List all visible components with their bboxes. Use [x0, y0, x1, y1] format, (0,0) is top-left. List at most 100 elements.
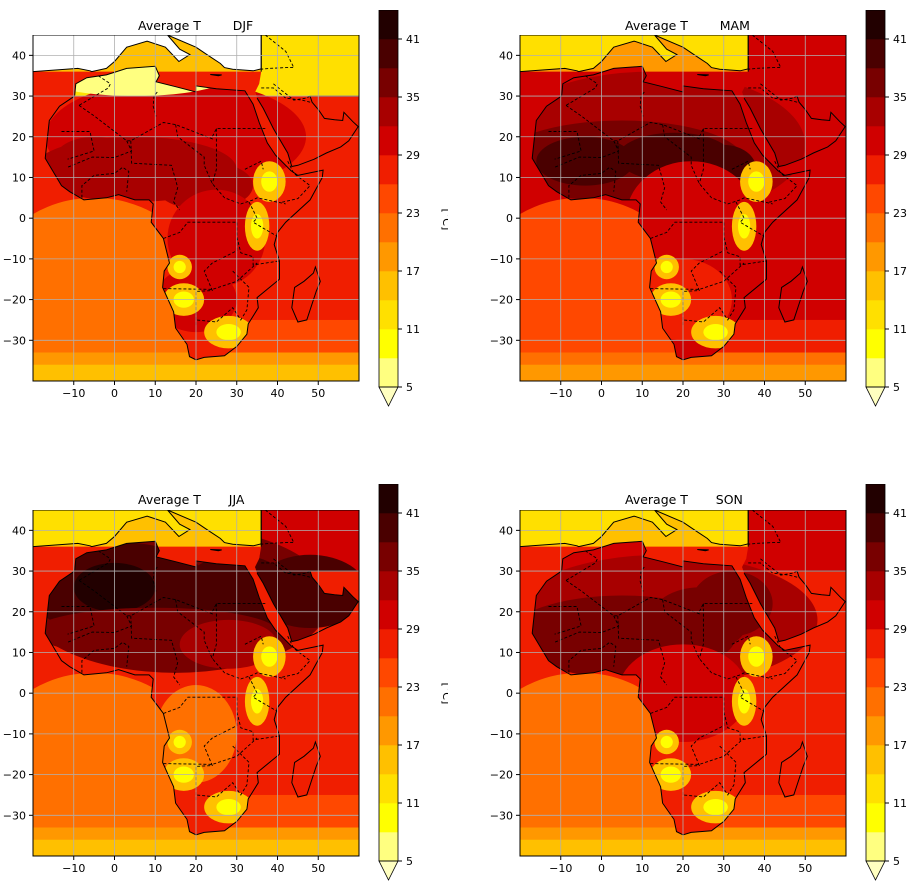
colorbar-band [866, 97, 885, 127]
x-tick-label: 30 [717, 387, 731, 400]
colorbar-extend-arrow [378, 860, 399, 881]
colorbar-band [866, 600, 885, 630]
y-tick-label: 20 [499, 606, 513, 619]
y-tick-label: 10 [12, 171, 26, 184]
x-tick-label: 30 [717, 862, 731, 875]
temperature-contour [53, 136, 135, 186]
y-tick-label: 10 [499, 171, 513, 184]
country-border [650, 221, 725, 326]
y-tick-label: 0 [506, 687, 513, 700]
country-border [748, 35, 782, 70]
colorbar-tick-label: 41 [406, 507, 420, 520]
colorbar-tick-label: 35 [893, 91, 907, 104]
temperature-contour [167, 189, 266, 288]
colorbar-band [379, 300, 398, 330]
colorbar-tick-label: 5 [406, 381, 413, 394]
country-border [682, 745, 737, 798]
country-border [163, 737, 258, 765]
x-tick-label: 20 [676, 862, 690, 875]
x-tick-label: 30 [230, 387, 244, 400]
y-tick-label: 20 [12, 131, 26, 144]
colorbar-band [866, 629, 885, 659]
y-tick-label: −10 [490, 728, 513, 741]
country-border [568, 641, 617, 673]
map-panel-son: −10 0 10 20 30 40 50 40 30 20 10 0 −10 −20 −30 [490, 510, 847, 875]
colorbar-band [379, 184, 398, 214]
x-tick-label: 10 [635, 387, 649, 400]
colorbar-tick-label: 5 [893, 381, 900, 394]
y-tick-label: −20 [3, 769, 26, 782]
country-border [163, 221, 238, 326]
colorbar-band [866, 716, 885, 746]
y-tick-label: 30 [12, 565, 26, 578]
country-border [548, 606, 582, 635]
africa-coastline [531, 540, 811, 836]
country-border [261, 87, 311, 103]
africa-coastline [44, 65, 324, 361]
colorbar-band [379, 745, 398, 775]
colorbar-band [379, 629, 398, 659]
colorbar-band [866, 329, 885, 359]
colorbar-band [866, 513, 885, 543]
colorbar-band [379, 832, 398, 862]
colorbar-unit-label: [°C] [440, 683, 448, 705]
colorbar-tick-label: 23 [406, 207, 420, 220]
y-tick-label: −10 [3, 253, 26, 266]
country-border [554, 140, 620, 168]
colorbar-band [379, 803, 398, 833]
y-tick-label: −20 [490, 294, 513, 307]
country-border [650, 262, 745, 290]
colorbar-tick-label: 17 [406, 739, 420, 752]
x-tick-label: 40 [758, 862, 772, 875]
colorbar-band [379, 513, 398, 543]
country-border [261, 35, 295, 70]
colorbar-band [866, 184, 885, 214]
country-border [682, 270, 737, 323]
country-border [175, 599, 286, 680]
country-border [768, 635, 798, 678]
africa-coastline [531, 65, 811, 361]
colorbar-band [866, 658, 885, 688]
colorbar-tick-label: 5 [406, 855, 413, 868]
colorbar-band [379, 484, 398, 514]
country-border [78, 550, 111, 581]
country-border [195, 270, 250, 323]
colorbar-band [379, 358, 398, 388]
country-border [548, 131, 582, 160]
x-tick-label: 50 [311, 862, 325, 875]
y-tick-label: −10 [490, 253, 513, 266]
country-border [768, 160, 798, 203]
y-tick-label: 30 [12, 90, 26, 103]
colorbar-tick-label: 5 [893, 855, 900, 868]
panel-title-djf: Average T DJF [138, 18, 254, 33]
country-border [639, 91, 645, 117]
y-tick-label: 0 [19, 212, 26, 225]
colorbar-band [866, 803, 885, 833]
country-border [175, 124, 286, 205]
country-border [662, 124, 773, 205]
country-border [731, 160, 751, 170]
colorbar-band [866, 68, 885, 98]
colorbar-band [866, 745, 885, 775]
europe-landmass [33, 510, 262, 548]
temperature-contour [544, 611, 626, 661]
map-panel-jja: −10 0 10 20 30 40 50 40 30 20 10 0 −10 −20 −30 [3, 510, 360, 875]
country-border [662, 599, 773, 680]
country-border [261, 562, 311, 578]
colorbar-tick-label: 23 [406, 681, 420, 694]
y-tick-label: 0 [506, 212, 513, 225]
country-border [211, 603, 217, 659]
colorbar-extend-arrow [865, 860, 886, 881]
colorbar-band [379, 716, 398, 746]
x-tick-label: 0 [111, 387, 118, 400]
colorbar-tick-label: 41 [893, 507, 907, 520]
country-border [195, 745, 250, 798]
country-border [568, 166, 617, 198]
y-tick-label: 20 [12, 606, 26, 619]
colorbar-tick-label: 11 [893, 323, 907, 336]
colorbar-band [866, 300, 885, 330]
europe-landmass [520, 35, 749, 73]
x-tick-label: 0 [111, 862, 118, 875]
country-border [261, 510, 295, 545]
colorbar-tick-label: 29 [406, 149, 420, 162]
